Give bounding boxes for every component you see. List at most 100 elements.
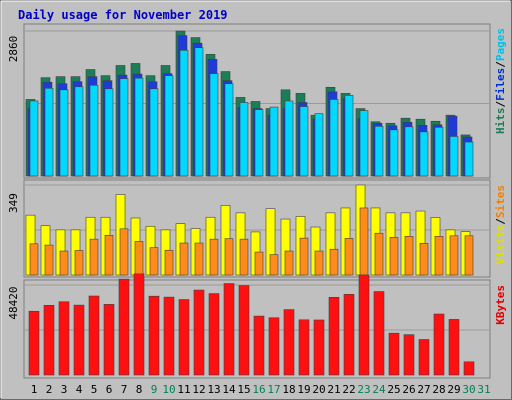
bar-kbytes-kbytes-day-8 (133, 273, 145, 376)
bar-hits-pages-day-13 (209, 73, 219, 177)
bar-hits-pages-day-29 (449, 136, 459, 177)
bar-visits-sites-day-9 (149, 247, 159, 276)
bar-hits-pages-day-16 (254, 109, 264, 177)
bar-visits-sites-day-14 (224, 238, 234, 276)
bar-visits-sites-day-13 (209, 238, 219, 276)
bar-visits-sites-day-10 (164, 249, 174, 276)
chart-title: Daily usage for November 2019 (18, 8, 228, 22)
bar-hits-pages-day-24 (374, 126, 384, 177)
x-tick-label-day-6: 6 (106, 383, 113, 396)
bar-kbytes-kbytes-day-7 (118, 278, 130, 376)
y-max-label-visits: 349 (7, 193, 20, 213)
bar-hits-pages-day-8 (134, 77, 144, 177)
bar-kbytes-kbytes-day-29 (448, 319, 460, 376)
x-tick-label-day-23: 23 (357, 383, 370, 396)
bar-kbytes-kbytes-day-20 (313, 319, 325, 376)
bar-visits-sites-day-3 (59, 250, 69, 276)
right-label-hits: Hits/Files/Pages (494, 28, 507, 134)
bar-visits-sites-day-18 (284, 250, 294, 276)
bar-visits-sites-day-8 (134, 241, 144, 276)
bar-hits-pages-day-7 (119, 78, 129, 177)
bar-kbytes-kbytes-day-15 (238, 285, 250, 376)
bar-visits-sites-day-16 (254, 251, 264, 276)
x-tick-label-day-21: 21 (327, 383, 340, 396)
bar-hits-pages-day-6 (104, 88, 114, 177)
bar-visits-sites-day-21 (329, 248, 339, 276)
x-tick-label-day-12: 12 (192, 383, 205, 396)
x-tick-label-day-10: 10 (162, 383, 175, 396)
bar-hits-pages-day-30 (464, 141, 474, 177)
bar-hits-pages-day-20 (314, 113, 324, 177)
x-tick-label-day-30: 30 (462, 383, 475, 396)
x-tick-label-day-19: 19 (297, 383, 310, 396)
bar-kbytes-kbytes-day-10 (163, 296, 175, 376)
right-label-part-hits-2: Files (494, 68, 507, 101)
bar-hits-pages-day-22 (344, 95, 354, 177)
x-tick-label-day-8: 8 (136, 383, 143, 396)
x-tick-label-day-5: 5 (91, 383, 98, 396)
x-tick-label-day-25: 25 (387, 383, 400, 396)
bar-kbytes-kbytes-day-4 (73, 304, 85, 376)
x-tick-label-day-20: 20 (312, 383, 325, 396)
bar-hits-pages-day-18 (284, 100, 294, 177)
bar-hits-pages-day-10 (164, 75, 174, 177)
bar-kbytes-kbytes-day-16 (253, 315, 265, 376)
x-tick-label-day-1: 1 (31, 383, 38, 396)
bar-kbytes-kbytes-day-12 (193, 289, 205, 376)
right-label-part-kbytes-0: KBytes (494, 285, 507, 325)
x-tick-label-day-26: 26 (402, 383, 415, 396)
x-tick-label-day-13: 13 (207, 383, 220, 396)
x-tick-label-day-11: 11 (177, 383, 190, 396)
bar-visits-sites-day-22 (344, 238, 354, 276)
bar-visits-sites-day-12 (194, 242, 204, 276)
bar-visits-sites-day-1 (29, 243, 39, 276)
x-tick-label-day-9: 9 (151, 383, 158, 396)
bar-visits-sites-day-15 (239, 238, 249, 276)
bar-kbytes-kbytes-day-13 (208, 293, 220, 376)
x-tick-label-day-14: 14 (222, 383, 236, 396)
bar-hits-pages-day-9 (149, 88, 159, 177)
bar-hits-pages-day-23 (359, 110, 369, 177)
bar-visits-sites-day-17 (269, 254, 279, 276)
x-tick-label-day-16: 16 (252, 383, 265, 396)
bar-hits-pages-day-26 (404, 126, 414, 177)
bar-kbytes-kbytes-day-14 (223, 283, 235, 376)
x-tick-label-day-22: 22 (342, 383, 355, 396)
bar-visits-sites-day-23 (359, 207, 369, 276)
bar-visits-sites-day-24 (374, 232, 384, 276)
x-tick-label-day-29: 29 (447, 383, 460, 396)
bar-kbytes-kbytes-day-19 (298, 319, 310, 376)
bar-visits-sites-day-4 (74, 250, 84, 276)
bar-kbytes-kbytes-day-24 (373, 291, 385, 376)
x-tick-label-day-24: 24 (372, 383, 386, 396)
x-tick-label-day-17: 17 (267, 383, 280, 396)
y-max-label-hits: 2860 (7, 36, 20, 63)
bar-hits-pages-day-15 (239, 102, 249, 177)
x-tick-label-day-18: 18 (282, 383, 295, 396)
x-tick-label-day-7: 7 (121, 383, 128, 396)
bar-kbytes-kbytes-day-11 (178, 299, 190, 376)
bar-kbytes-kbytes-day-17 (268, 317, 280, 376)
x-tick-label-day-4: 4 (76, 383, 83, 396)
right-label-visits: Visits/Sites (494, 185, 507, 265)
x-tick-label-day-15: 15 (237, 383, 250, 396)
bar-visits-sites-day-5 (89, 238, 99, 276)
bar-kbytes-kbytes-day-21 (328, 297, 340, 376)
bar-hits-pages-day-5 (89, 84, 99, 177)
right-label-part-hits-3: / (494, 61, 507, 68)
bar-hits-pages-day-19 (299, 106, 309, 177)
bar-visits-sites-day-28 (434, 236, 444, 276)
bar-hits-pages-day-25 (389, 129, 399, 177)
bar-hits-pages-day-28 (434, 127, 444, 177)
bar-hits-pages-day-3 (59, 89, 69, 177)
right-label-part-hits-1: / (494, 101, 507, 108)
x-tick-label-day-28: 28 (432, 383, 445, 396)
bar-kbytes-kbytes-day-30 (463, 361, 475, 376)
right-series-labels: Hits/Files/Pages Visits/Sites KBytes (494, 28, 507, 325)
bar-hits-pages-day-1 (29, 100, 39, 177)
bar-hits-pages-day-17 (269, 106, 279, 177)
bar-hits-pages-day-2 (44, 87, 54, 177)
bar-hits-pages-day-4 (74, 86, 84, 177)
right-label-part-visits-2: Sites (494, 185, 507, 218)
